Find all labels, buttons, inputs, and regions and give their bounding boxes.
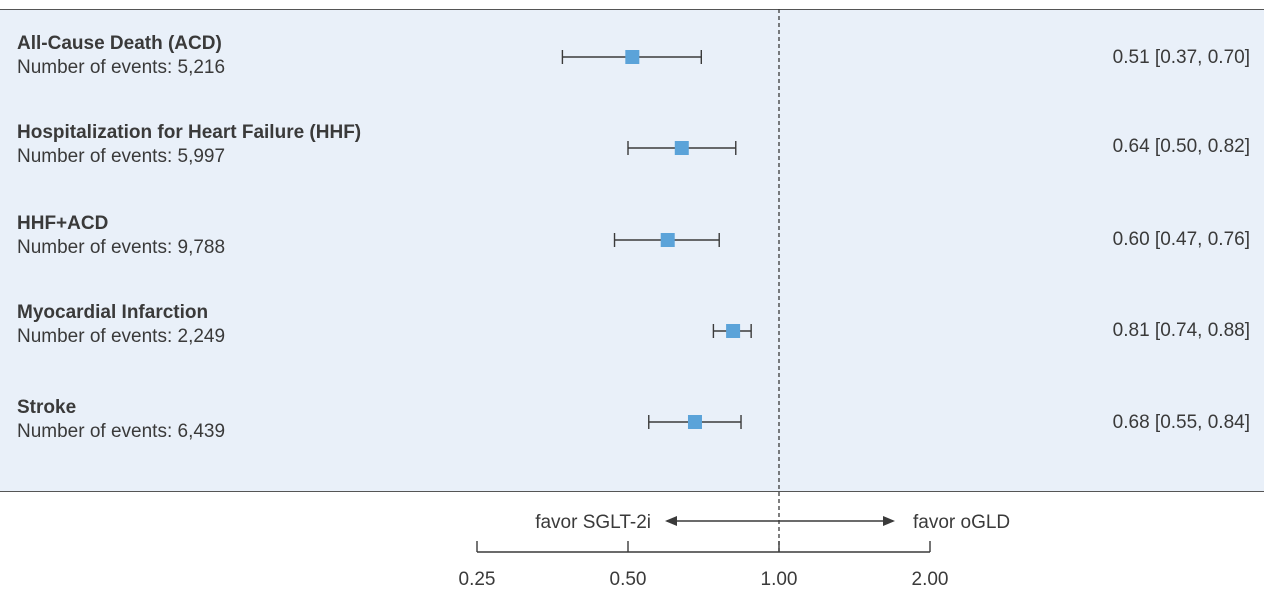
row-label: Myocardial Infarction Number of events: … xyxy=(17,301,225,349)
x-tick-label: 0.25 xyxy=(459,569,496,589)
point-estimate-marker xyxy=(687,415,702,429)
point-estimate-marker xyxy=(726,324,741,338)
event-count: Number of events: 5,216 xyxy=(17,57,226,78)
point-estimate-marker xyxy=(625,50,640,64)
ci-text: 0.81 [0.74, 0.88] xyxy=(1112,320,1250,341)
x-axis: 0.25 0.50 1.00 2.00 xyxy=(459,541,949,589)
point-estimate-marker xyxy=(674,141,689,155)
outcome-name: All-Cause Death (ACD) xyxy=(17,33,222,54)
ci-text: 0.51 [0.37, 0.70] xyxy=(1112,47,1250,68)
row-label: All-Cause Death (ACD) Number of events: … xyxy=(17,32,225,80)
event-count: Number of events: 9,788 xyxy=(17,237,226,258)
direction-annotation: favor SGLT-2i favor oGLD xyxy=(535,512,1010,533)
event-count: Number of events: 2,249 xyxy=(17,326,226,347)
ci-text: 0.60 [0.47, 0.76] xyxy=(1112,229,1250,250)
x-tick-label: 2.00 xyxy=(912,569,949,589)
estimate-row-4 xyxy=(648,415,742,429)
x-tick-label: 1.00 xyxy=(761,569,798,589)
outcome-name: HHF+ACD xyxy=(17,213,109,234)
estimate-row-0 xyxy=(561,50,702,64)
ci-text: 0.68 [0.55, 0.84] xyxy=(1112,412,1250,433)
point-estimate-marker xyxy=(660,233,675,247)
row-label: HHF+ACD Number of events: 9,788 xyxy=(17,212,225,260)
favor-left-label: favor SGLT-2i xyxy=(535,512,651,533)
plot-panel xyxy=(0,9,1264,492)
outcome-name: Myocardial Infarction xyxy=(17,302,209,323)
row-label: Stroke Number of events: 6,439 xyxy=(17,396,225,444)
estimate-row-3 xyxy=(712,324,752,338)
estimate-row-1 xyxy=(627,141,737,155)
favor-right-label: favor oGLD xyxy=(913,512,1010,533)
plot-marks xyxy=(561,50,752,429)
event-count: Number of events: 6,439 xyxy=(17,421,226,442)
event-count: Number of events: 5,997 xyxy=(17,146,226,167)
x-tick-label: 0.50 xyxy=(610,569,647,589)
estimate-row-2 xyxy=(613,233,720,247)
row-label: Hospitalization for Heart Failure (HHF) … xyxy=(17,121,361,169)
outcome-name: Stroke xyxy=(17,397,77,418)
ci-text: 0.64 [0.50, 0.82] xyxy=(1112,136,1250,157)
outcome-name: Hospitalization for Heart Failure (HHF) xyxy=(17,122,362,143)
